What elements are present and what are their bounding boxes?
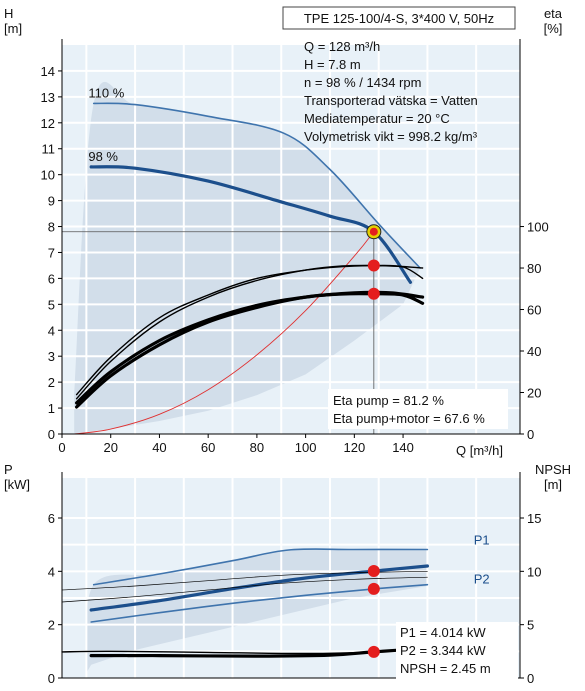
tick-label-right: 20 bbox=[527, 386, 541, 401]
series-eta_total_98 bbox=[75, 292, 425, 409]
tick-label-right: 80 bbox=[527, 261, 541, 276]
curve-label: 98 % bbox=[88, 149, 118, 164]
info-line-density: Volymetrisk vikt = 998.2 kg/m³ bbox=[304, 129, 478, 144]
head-curve-labels: 110 % 98 % bbox=[88, 85, 124, 164]
tick-label-right: 60 bbox=[527, 303, 541, 318]
operating-point-1 bbox=[367, 259, 380, 272]
series-eta_pump_98 bbox=[75, 264, 424, 400]
tick-label-right: 0 bbox=[527, 671, 534, 686]
series-h_system bbox=[73, 231, 375, 435]
tick-label-left: 8 bbox=[48, 220, 55, 235]
tick-label-left: 5 bbox=[48, 297, 55, 312]
tick-label-right: 0 bbox=[527, 427, 534, 442]
operating-point-1 bbox=[367, 582, 380, 595]
power-info-bg bbox=[396, 622, 518, 680]
tick-label-left: 6 bbox=[48, 511, 55, 526]
chart-title: TPE 125-100/4-S, 3*400 V, 50Hz bbox=[304, 11, 494, 26]
info-line-flow: Q = 128 m³/h bbox=[304, 39, 380, 54]
tick-label-bottom: 40 bbox=[152, 440, 166, 455]
operating-info: Q = 128 m³/h H = 7.8 m n = 98 % / 1434 r… bbox=[304, 39, 478, 144]
tick-label-bottom: 20 bbox=[103, 440, 117, 455]
tick-label-bottom: 80 bbox=[250, 440, 264, 455]
series-p1_110 bbox=[92, 548, 429, 586]
tick-label-left: 7 bbox=[48, 245, 55, 260]
tick-label-left: 9 bbox=[48, 194, 55, 209]
operating-point-2 bbox=[367, 287, 380, 300]
p1-value-text: P1 = 4.014 kW bbox=[400, 625, 486, 640]
series-p_low_1 bbox=[61, 570, 428, 591]
head-operating-points bbox=[62, 224, 382, 434]
title-frame bbox=[282, 6, 516, 30]
y-axis-right-label: NPSH [m] bbox=[535, 462, 571, 492]
tick-label-left: 10 bbox=[41, 168, 55, 183]
x-axis-label: Q [m³/h] bbox=[456, 443, 503, 458]
tick-label-right: 5 bbox=[527, 618, 534, 633]
power-curve-labels: P1 P2 bbox=[474, 533, 490, 587]
eta-pump-motor-text: Eta pump+motor = 67.6 % bbox=[333, 411, 485, 426]
operating-point-0 bbox=[367, 564, 380, 577]
series-p_low_2 bbox=[61, 576, 428, 603]
efficiency-info: Eta pump = 81.2 % Eta pump+motor = 67.6 … bbox=[328, 389, 508, 429]
series-label: P1 bbox=[474, 533, 490, 548]
y-axis-right-label: eta [%] bbox=[544, 6, 563, 36]
tick-label-left: 3 bbox=[48, 349, 55, 364]
tick-label-left: 14 bbox=[41, 64, 55, 79]
tick-label-right: 10 bbox=[527, 564, 541, 579]
tick-label-bottom: 100 bbox=[295, 440, 317, 455]
y-axis-label: P [kW] bbox=[4, 462, 30, 492]
power-operating-points bbox=[367, 564, 380, 658]
tick-label-bottom: 60 bbox=[201, 440, 215, 455]
info-line-speed: n = 98 % / 1434 rpm bbox=[304, 75, 421, 90]
tick-label-left: 11 bbox=[42, 142, 56, 157]
info-line-head: H = 7.8 m bbox=[304, 57, 361, 72]
tick-label-bottom: 140 bbox=[392, 440, 414, 455]
tick-label-bottom: 120 bbox=[343, 440, 365, 455]
tick-label-right: 15 bbox=[527, 511, 541, 526]
tick-label-left: 13 bbox=[41, 90, 55, 105]
tick-label-left: 6 bbox=[48, 271, 55, 286]
tick-label-left: 4 bbox=[48, 564, 55, 579]
head-grid bbox=[62, 45, 520, 434]
tick-label-left: 0 bbox=[48, 427, 55, 442]
curve-label: 110 % bbox=[88, 85, 124, 100]
tick-label-left: 1 bbox=[48, 401, 55, 416]
tick-label-right: 40 bbox=[527, 344, 541, 359]
operating-point-0 bbox=[369, 227, 378, 236]
efficiency-info-bg bbox=[328, 389, 508, 429]
power-axes: 0 2 4 6 0 5 10 15 P [kW] NPSH [m] bbox=[4, 462, 571, 686]
title-box: TPE 125-100/4-S, 3*400 V, 50Hz bbox=[282, 6, 516, 30]
head-efficiency-curves bbox=[73, 102, 425, 435]
tick-label-right: 100 bbox=[527, 220, 549, 235]
power-info: P1 = 4.014 kW P2 = 3.344 kW NPSH = 2.45 … bbox=[396, 622, 518, 680]
info-line-liquid: Transporterad vätska = Vatten bbox=[304, 93, 478, 108]
x-axis-label-bg bbox=[453, 442, 511, 459]
tick-label-left: 2 bbox=[48, 618, 55, 633]
tick-label-left: 12 bbox=[41, 116, 55, 131]
series-label: P2 bbox=[474, 571, 490, 586]
series-h110 bbox=[92, 102, 421, 269]
p2-value-text: P2 = 3.344 kW bbox=[400, 643, 486, 658]
info-line-temperature: Mediatemperatur = 20 °C bbox=[304, 111, 450, 126]
operating-point-2 bbox=[367, 645, 380, 658]
tick-label-left: 0 bbox=[48, 671, 55, 686]
eta-pump-text: Eta pump = 81.2 % bbox=[333, 393, 444, 408]
tick-label-left: 4 bbox=[48, 323, 55, 338]
npsh-value-text: NPSH = 2.45 m bbox=[400, 661, 491, 676]
tick-label-bottom: 0 bbox=[58, 440, 65, 455]
y-axis-label: H [m] bbox=[4, 6, 22, 36]
tick-label-left: 2 bbox=[48, 375, 55, 390]
